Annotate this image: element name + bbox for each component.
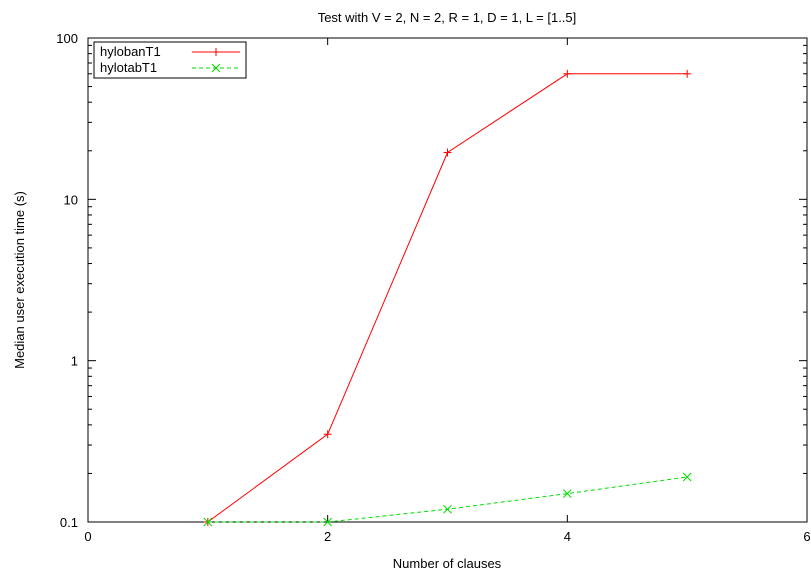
legend-label: hylobanT1 xyxy=(100,44,161,59)
x-tick-label: 4 xyxy=(564,529,571,544)
legend-box xyxy=(93,41,247,79)
series-hylotabT1 xyxy=(203,472,692,527)
y-tick-label: 1 xyxy=(71,354,78,369)
data-point xyxy=(323,430,332,439)
marker-d2 xyxy=(203,517,213,527)
data-point xyxy=(203,517,213,527)
data-point xyxy=(683,69,692,78)
marker-d2 xyxy=(443,504,452,514)
y-tick-label: 10 xyxy=(64,192,78,207)
legend-marker xyxy=(211,63,221,73)
axis-tick-labels: 0 2 4 6 0.1 1 10 100 xyxy=(56,31,810,544)
series-layer xyxy=(203,69,692,527)
data-point xyxy=(682,472,692,482)
y-axis-title: Median user execution time (s) xyxy=(12,191,27,369)
y-tick-label: 0.1 xyxy=(60,515,78,530)
series-hylobanT1 xyxy=(203,69,692,526)
plot-frame xyxy=(87,37,808,523)
x-axis-title: Number of clauses xyxy=(393,556,502,571)
data-point xyxy=(443,504,452,514)
marker-d2 xyxy=(562,489,572,498)
marker-d2 xyxy=(211,63,221,73)
legend-marker xyxy=(212,48,220,56)
series-line xyxy=(207,73,688,523)
marker-d2 xyxy=(682,472,692,482)
data-point xyxy=(443,148,452,157)
series-line xyxy=(207,476,688,523)
x-tick-label: 2 xyxy=(324,529,331,544)
x-tick-label: 0 xyxy=(84,529,91,544)
x-tick-label: 6 xyxy=(803,529,810,544)
data-point xyxy=(563,69,572,78)
y-tick-label: 100 xyxy=(56,31,78,46)
data-point xyxy=(323,517,333,527)
data-point xyxy=(562,489,572,498)
legend-label: hylotabT1 xyxy=(100,60,157,75)
marker-d2 xyxy=(323,517,333,527)
axis-ticks xyxy=(87,37,808,523)
chart-title: Test with V = 2, N = 2, R = 1, D = 1, L … xyxy=(318,10,577,25)
